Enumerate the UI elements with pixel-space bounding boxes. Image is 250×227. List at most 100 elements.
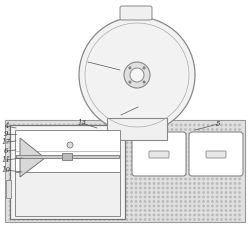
Circle shape — [50, 165, 51, 166]
Circle shape — [63, 219, 65, 220]
Circle shape — [144, 142, 146, 144]
Circle shape — [18, 205, 20, 207]
Circle shape — [81, 165, 83, 166]
Circle shape — [122, 133, 123, 135]
Circle shape — [36, 142, 38, 144]
Circle shape — [59, 138, 60, 139]
Circle shape — [9, 210, 11, 211]
Circle shape — [221, 156, 222, 157]
Circle shape — [198, 147, 200, 148]
Circle shape — [126, 165, 128, 166]
Circle shape — [185, 129, 186, 130]
Circle shape — [108, 160, 110, 162]
Circle shape — [203, 169, 204, 171]
Circle shape — [72, 174, 74, 175]
Circle shape — [230, 174, 231, 175]
Circle shape — [86, 129, 87, 130]
Circle shape — [185, 124, 186, 126]
Circle shape — [189, 165, 191, 166]
Circle shape — [203, 196, 204, 198]
Circle shape — [171, 187, 173, 189]
Circle shape — [207, 187, 209, 189]
Circle shape — [180, 196, 182, 198]
Circle shape — [171, 129, 173, 130]
Circle shape — [162, 183, 164, 184]
Circle shape — [18, 201, 20, 202]
Circle shape — [144, 196, 146, 198]
Circle shape — [59, 196, 60, 198]
Circle shape — [194, 201, 195, 202]
Circle shape — [234, 219, 236, 220]
Circle shape — [185, 138, 186, 139]
Circle shape — [239, 210, 240, 211]
Circle shape — [63, 133, 65, 135]
Circle shape — [153, 129, 155, 130]
Circle shape — [95, 192, 96, 193]
Circle shape — [234, 214, 236, 216]
Circle shape — [63, 178, 65, 180]
Circle shape — [14, 187, 15, 189]
Circle shape — [50, 214, 51, 216]
Circle shape — [221, 183, 222, 184]
Circle shape — [162, 142, 164, 144]
Circle shape — [23, 160, 24, 162]
Circle shape — [99, 160, 101, 162]
Circle shape — [122, 129, 123, 130]
Circle shape — [113, 187, 114, 189]
Circle shape — [113, 196, 114, 198]
Circle shape — [140, 142, 141, 144]
Circle shape — [212, 210, 213, 211]
Circle shape — [212, 133, 213, 135]
Circle shape — [234, 156, 236, 157]
Circle shape — [149, 196, 150, 198]
Circle shape — [153, 156, 155, 157]
Circle shape — [122, 138, 123, 139]
Circle shape — [95, 142, 96, 144]
Circle shape — [230, 196, 231, 198]
Circle shape — [27, 178, 29, 180]
Circle shape — [185, 214, 186, 216]
Circle shape — [67, 142, 73, 148]
Circle shape — [68, 210, 69, 211]
Circle shape — [234, 196, 236, 198]
Circle shape — [167, 178, 168, 180]
Circle shape — [198, 178, 200, 180]
Circle shape — [216, 192, 218, 193]
Circle shape — [9, 124, 11, 126]
Circle shape — [198, 133, 200, 135]
Circle shape — [36, 183, 38, 184]
Circle shape — [212, 147, 213, 148]
Circle shape — [41, 165, 42, 166]
Circle shape — [135, 178, 137, 180]
Circle shape — [216, 165, 218, 166]
Circle shape — [32, 129, 33, 130]
Circle shape — [135, 160, 137, 162]
Circle shape — [153, 133, 155, 135]
Circle shape — [14, 214, 15, 216]
Circle shape — [32, 219, 33, 220]
Circle shape — [149, 187, 150, 189]
Circle shape — [86, 142, 87, 144]
Circle shape — [77, 174, 78, 175]
Circle shape — [126, 124, 128, 126]
Circle shape — [86, 147, 87, 148]
Circle shape — [117, 151, 119, 153]
Circle shape — [104, 133, 105, 135]
Circle shape — [36, 178, 38, 180]
Circle shape — [171, 142, 173, 144]
Circle shape — [99, 165, 101, 166]
Circle shape — [108, 129, 110, 130]
Circle shape — [153, 192, 155, 193]
Circle shape — [225, 174, 227, 175]
Circle shape — [198, 183, 200, 184]
Circle shape — [9, 178, 11, 180]
Circle shape — [153, 124, 155, 126]
Circle shape — [45, 142, 47, 144]
Circle shape — [239, 183, 240, 184]
Circle shape — [131, 133, 132, 135]
Circle shape — [194, 174, 195, 175]
Circle shape — [54, 210, 56, 211]
Circle shape — [176, 129, 177, 130]
Circle shape — [41, 160, 42, 162]
Circle shape — [23, 214, 24, 216]
